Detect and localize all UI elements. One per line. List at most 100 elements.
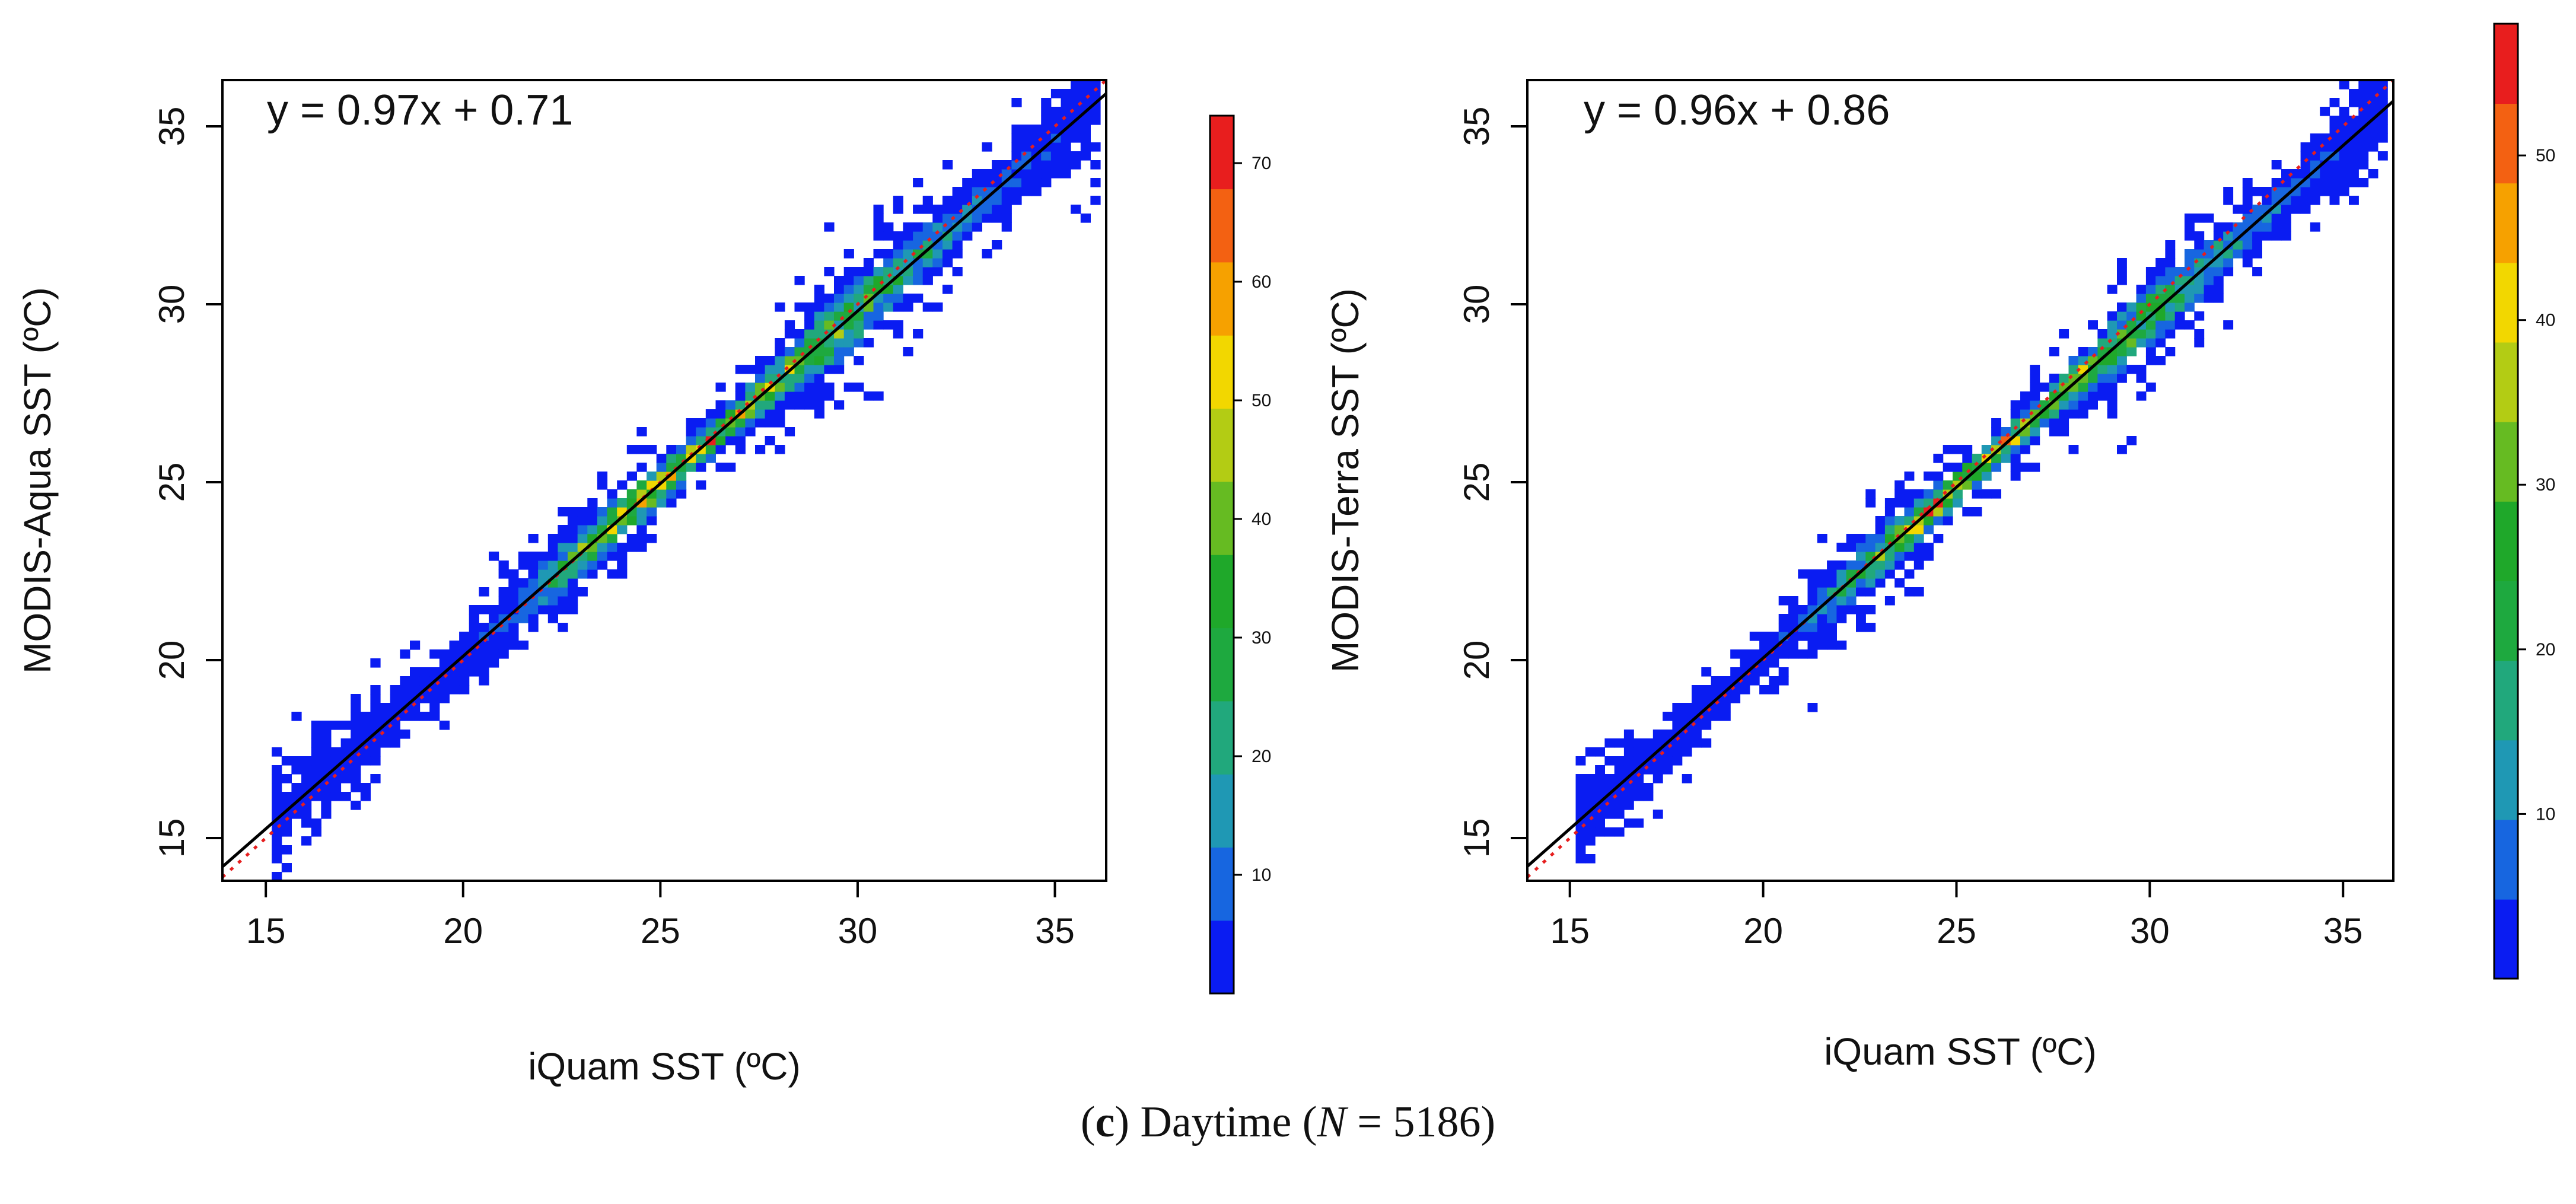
terra-density-cell (1991, 427, 2001, 437)
terra-density-cell (1865, 498, 1876, 508)
terra-density-cell (1575, 836, 1586, 846)
aqua-density-cell (1001, 187, 1012, 196)
terra-density-cell (2136, 285, 2147, 294)
aqua-density-cells (272, 80, 1101, 881)
terra-density-cell (2145, 320, 2156, 330)
terra-density-cell (1701, 721, 1712, 730)
aqua-density-cell (982, 178, 992, 187)
terra-density-cell (2088, 374, 2098, 383)
aqua-density-cell (508, 569, 519, 579)
aqua-density-cell (528, 605, 539, 614)
terra-density-cell (1585, 818, 1596, 828)
aqua-density-cell (1061, 89, 1071, 98)
aqua-density-cell (814, 400, 824, 410)
aqua-density-cell (992, 160, 1002, 170)
aqua-density-cell (301, 774, 312, 783)
terra-density-cell (2020, 409, 2030, 419)
terra-density-cells (1575, 80, 2388, 864)
figure-caption: (c) Daytime (N = 5186) (0, 1097, 2576, 1148)
terra-density-cell (2136, 294, 2147, 303)
aqua-density-cell (351, 694, 361, 703)
terra-density-cell (1894, 560, 1905, 570)
aqua-density-cell (824, 320, 835, 330)
terra-density-cell (1972, 507, 1982, 517)
caption-letter: c (1095, 1098, 1115, 1146)
aqua-density-cell (311, 747, 321, 757)
terra-density-cell (2078, 391, 2088, 401)
terra-density-cell (1807, 703, 1818, 712)
aqua-density-cell (577, 534, 588, 543)
terra-density-cell (2194, 240, 2205, 250)
terra-density-cell (1711, 685, 1721, 695)
terra-density-cell (1788, 614, 1798, 623)
aqua-density-cell (794, 276, 805, 285)
aqua-density-cell (321, 801, 332, 810)
terra-density-cell (2281, 169, 2291, 179)
aqua-density-cell (804, 383, 815, 392)
aqua-density-cell (321, 730, 332, 739)
aqua-density-cell (311, 738, 321, 748)
terra-density-cell (1894, 525, 1905, 534)
terra-density-cell (1991, 463, 2001, 472)
terra-density-cell (1740, 676, 1750, 686)
aqua-density-cell (281, 827, 292, 837)
aqua-density-cell (656, 454, 667, 463)
terra-density-cell (1614, 801, 1625, 810)
terra-density-cell (1913, 543, 1924, 552)
terra-density-cell (2107, 365, 2118, 374)
aqua-density-cell (784, 329, 795, 339)
terra-density-cell (1972, 489, 1982, 499)
aqua-density-cell (784, 374, 795, 383)
aqua-density-cell (439, 685, 450, 695)
aqua-density-cell (479, 623, 489, 632)
aqua-density-cell (568, 534, 578, 543)
terra-density-cell (1663, 747, 1673, 757)
aqua-density-cell (725, 427, 736, 437)
aqua-density-cell (755, 365, 766, 374)
terra-density-cell (2107, 356, 2118, 365)
aqua-density-cell (794, 338, 805, 348)
aqua-density-cell (1041, 169, 1052, 179)
terra-density-cell (2068, 391, 2079, 401)
terra-density-cell (1924, 552, 1934, 561)
terra-density-cell (1778, 596, 1789, 606)
terra-density-cell (2281, 231, 2291, 241)
aqua-density-cell (498, 641, 509, 650)
aqua-density-cell (272, 845, 282, 855)
caption-open: ( (1080, 1098, 1096, 1146)
aqua-density-cell (568, 507, 578, 517)
aqua-density-cell (913, 276, 924, 285)
terra-density-cell (2145, 329, 2156, 339)
terra-density-cell (1720, 676, 1731, 686)
aqua-density-cell (597, 552, 608, 561)
terra-density-cell (1943, 516, 1953, 525)
aqua-density-cell (301, 765, 312, 775)
aqua-density-cell (1001, 205, 1012, 214)
aqua-density-cell (696, 480, 706, 490)
terra-density-cell (1575, 801, 1586, 810)
terra-density-cell (1875, 560, 1886, 570)
terra-density-cell (2358, 107, 2369, 116)
terra-density-cell (2088, 400, 2098, 410)
terra-density-cell (2349, 169, 2359, 179)
terra-density-cell (1904, 543, 1915, 552)
aqua-density-cell (834, 356, 845, 365)
terra-density-cell (2107, 374, 2118, 383)
terra-density-cell (1981, 472, 1992, 481)
aqua-density-cell (370, 712, 381, 721)
terra-density-cell (1913, 534, 1924, 543)
aqua-density-cell (311, 756, 321, 766)
terra-density-cell (1884, 569, 1895, 579)
terra-density-cell (1692, 685, 1702, 695)
aqua-density-cell (873, 391, 884, 401)
terra-density-cell (1846, 534, 1857, 543)
aqua-density-cell (715, 445, 726, 454)
terra-density-cell (2030, 427, 2040, 437)
terra-density-cell (2010, 454, 2021, 463)
terra-colorbar-segment (2494, 899, 2518, 979)
terra-density-cell (2358, 151, 2369, 161)
aqua-density-cell (715, 436, 726, 445)
terra-density-cell (2300, 142, 2311, 152)
aqua-density-cell (705, 409, 716, 419)
terra-density-cell (2165, 347, 2176, 356)
